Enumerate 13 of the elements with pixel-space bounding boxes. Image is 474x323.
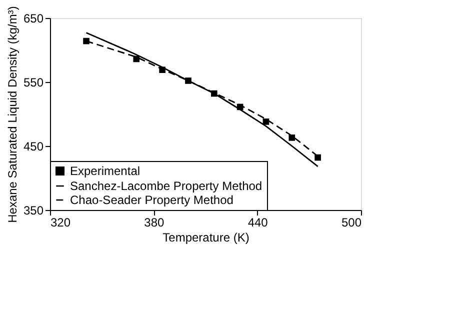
y-axis-title: Hexane Saturated Liquid Density (kg/m³)	[5, 6, 20, 223]
x-tick-label: 380	[144, 216, 164, 230]
legend-label: Chao-Seader Property Method	[70, 193, 234, 207]
y-tick-label: 450	[23, 140, 44, 154]
y-tick-label: 650	[23, 12, 44, 26]
x-tick-label: 320	[50, 216, 71, 230]
x-tick-label: 500	[341, 216, 362, 230]
legend-label: Sanchez-Lacombe Property Method	[70, 179, 262, 193]
x-tick-label: 440	[248, 216, 268, 230]
y-tick-label: 550	[23, 76, 44, 90]
x-axis-title: Temperature (K)	[162, 230, 250, 244]
legend-label: Experimental	[70, 164, 140, 178]
y-tick-label: 350	[23, 204, 44, 218]
